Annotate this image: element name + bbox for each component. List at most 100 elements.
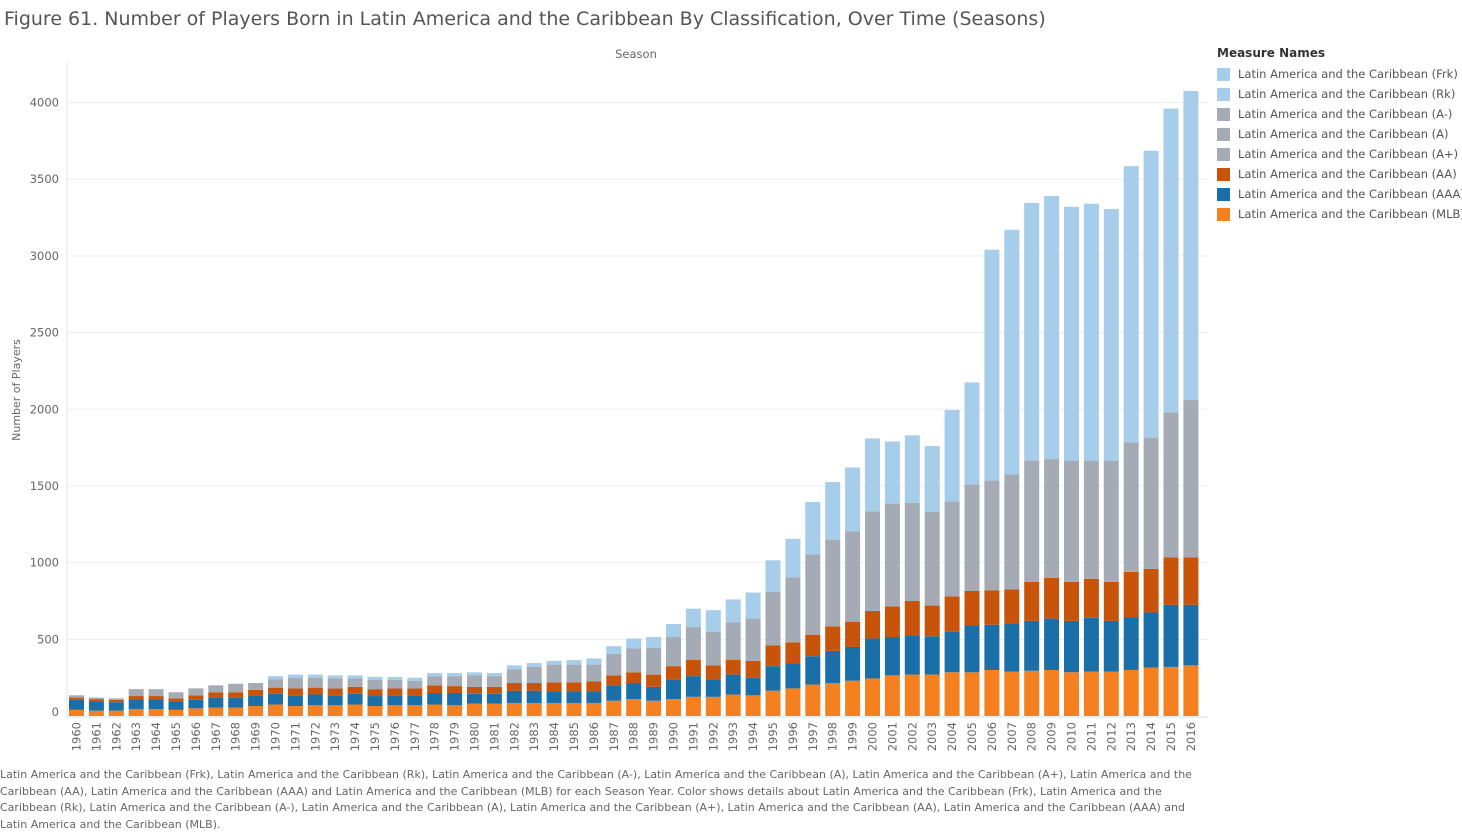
bar-segment[interactable] bbox=[148, 699, 164, 710]
bar-segment[interactable] bbox=[805, 684, 821, 716]
bar-segment[interactable] bbox=[407, 688, 423, 696]
bar-segment[interactable] bbox=[825, 626, 841, 651]
bar-segment[interactable] bbox=[765, 690, 781, 716]
bar-segment[interactable] bbox=[884, 441, 900, 504]
bar-segment[interactable] bbox=[1183, 557, 1199, 605]
bar-segment[interactable] bbox=[904, 502, 920, 601]
bar-segment[interactable] bbox=[765, 560, 781, 592]
bar-segment[interactable] bbox=[188, 708, 204, 716]
bar-segment[interactable] bbox=[69, 697, 84, 700]
bar-segment[interactable] bbox=[1183, 665, 1199, 716]
bar-segment[interactable] bbox=[128, 696, 144, 700]
bar-segment[interactable] bbox=[506, 702, 522, 716]
bar-segment[interactable] bbox=[865, 511, 880, 611]
bar-segment[interactable] bbox=[1044, 459, 1060, 578]
bar-segment[interactable] bbox=[427, 685, 443, 693]
bar-segment[interactable] bbox=[108, 710, 124, 716]
bar-segment[interactable] bbox=[725, 674, 741, 695]
bar-segment[interactable] bbox=[1163, 666, 1179, 716]
bar-segment[interactable] bbox=[984, 590, 1000, 625]
bar-segment[interactable] bbox=[168, 701, 184, 710]
bar-segment[interactable] bbox=[447, 686, 463, 693]
bar-segment[interactable] bbox=[1143, 667, 1159, 716]
bar-segment[interactable] bbox=[1163, 557, 1179, 605]
bar-segment[interactable] bbox=[825, 683, 841, 716]
bar-segment[interactable] bbox=[606, 675, 622, 686]
bar-segment[interactable] bbox=[924, 674, 940, 716]
bar-segment[interactable] bbox=[526, 702, 542, 716]
bar-segment[interactable] bbox=[904, 674, 920, 716]
bar-segment[interactable] bbox=[626, 638, 642, 649]
bar-segment[interactable] bbox=[705, 679, 721, 697]
legend-item[interactable]: Latin America and the Caribbean (Frk) bbox=[1217, 64, 1462, 84]
bar-segment[interactable] bbox=[447, 692, 463, 706]
legend-item[interactable]: Latin America and the Caribbean (Rk) bbox=[1217, 84, 1462, 104]
bar-segment[interactable] bbox=[865, 678, 880, 716]
bar-segment[interactable] bbox=[407, 695, 423, 706]
bar-segment[interactable] bbox=[287, 695, 303, 707]
bar-segment[interactable] bbox=[666, 666, 681, 680]
bar-segment[interactable] bbox=[1183, 400, 1199, 558]
bar-segment[interactable] bbox=[765, 666, 781, 691]
bar-segment[interactable] bbox=[546, 660, 562, 665]
bar-segment[interactable] bbox=[825, 539, 841, 627]
bar-segment[interactable] bbox=[69, 695, 84, 698]
bar-segment[interactable] bbox=[685, 608, 701, 628]
bar-segment[interactable] bbox=[88, 710, 104, 716]
bar-segment[interactable] bbox=[666, 623, 681, 638]
bar-segment[interactable] bbox=[964, 591, 980, 626]
bar-segment[interactable] bbox=[148, 709, 164, 716]
bar-segment[interactable] bbox=[1044, 669, 1060, 716]
bar-segment[interactable] bbox=[1024, 460, 1040, 582]
bar-segment[interactable] bbox=[1143, 612, 1159, 668]
bar-segment[interactable] bbox=[626, 648, 642, 673]
bar-segment[interactable] bbox=[845, 680, 861, 716]
bar-segment[interactable] bbox=[1044, 577, 1060, 619]
bar-segment[interactable] bbox=[188, 695, 204, 700]
bar-segment[interactable] bbox=[606, 700, 622, 716]
bar-segment[interactable] bbox=[825, 482, 841, 540]
bar-segment[interactable] bbox=[1123, 571, 1139, 618]
bar-segment[interactable] bbox=[1044, 618, 1060, 670]
bar-segment[interactable] bbox=[526, 666, 542, 684]
bar-segment[interactable] bbox=[944, 631, 960, 673]
bar-segment[interactable] bbox=[287, 677, 303, 689]
bar-segment[interactable] bbox=[467, 693, 482, 704]
bar-segment[interactable] bbox=[347, 693, 363, 705]
bar-segment[interactable] bbox=[387, 688, 403, 696]
bar-segment[interactable] bbox=[287, 674, 303, 678]
bar-segment[interactable] bbox=[984, 480, 1000, 591]
bar-segment[interactable] bbox=[845, 467, 861, 532]
bar-segment[interactable] bbox=[307, 677, 323, 688]
bar-segment[interactable] bbox=[1083, 578, 1099, 618]
bar-segment[interactable] bbox=[1143, 437, 1159, 569]
bar-segment[interactable] bbox=[606, 646, 622, 654]
bar-segment[interactable] bbox=[765, 645, 781, 667]
bar-segment[interactable] bbox=[745, 695, 761, 716]
bar-segment[interactable] bbox=[646, 674, 662, 687]
bar-segment[interactable] bbox=[88, 699, 104, 702]
bar-segment[interactable] bbox=[486, 686, 502, 694]
bar-segment[interactable] bbox=[685, 676, 701, 697]
bar-segment[interactable] bbox=[506, 683, 522, 691]
bar-segment[interactable] bbox=[347, 675, 363, 679]
legend-item[interactable]: Latin America and the Caribbean (AA) bbox=[1217, 164, 1462, 184]
bar-segment[interactable] bbox=[168, 692, 184, 699]
bar-segment[interactable] bbox=[586, 702, 602, 716]
bar-segment[interactable] bbox=[168, 698, 184, 702]
bar-segment[interactable] bbox=[1103, 620, 1119, 672]
bar-segment[interactable] bbox=[1064, 672, 1079, 716]
bar-segment[interactable] bbox=[1004, 623, 1020, 672]
bar-segment[interactable] bbox=[228, 683, 244, 693]
bar-segment[interactable] bbox=[486, 703, 502, 716]
bar-segment[interactable] bbox=[884, 503, 900, 607]
bar-segment[interactable] bbox=[825, 650, 841, 684]
legend-item[interactable]: Latin America and the Caribbean (A+) bbox=[1217, 144, 1462, 164]
bar-segment[interactable] bbox=[865, 610, 880, 639]
bar-segment[interactable] bbox=[1064, 460, 1079, 582]
bar-segment[interactable] bbox=[188, 699, 204, 709]
bar-segment[interactable] bbox=[327, 678, 343, 689]
bar-segment[interactable] bbox=[128, 689, 144, 697]
bar-segment[interactable] bbox=[745, 592, 761, 619]
bar-segment[interactable] bbox=[228, 697, 244, 708]
